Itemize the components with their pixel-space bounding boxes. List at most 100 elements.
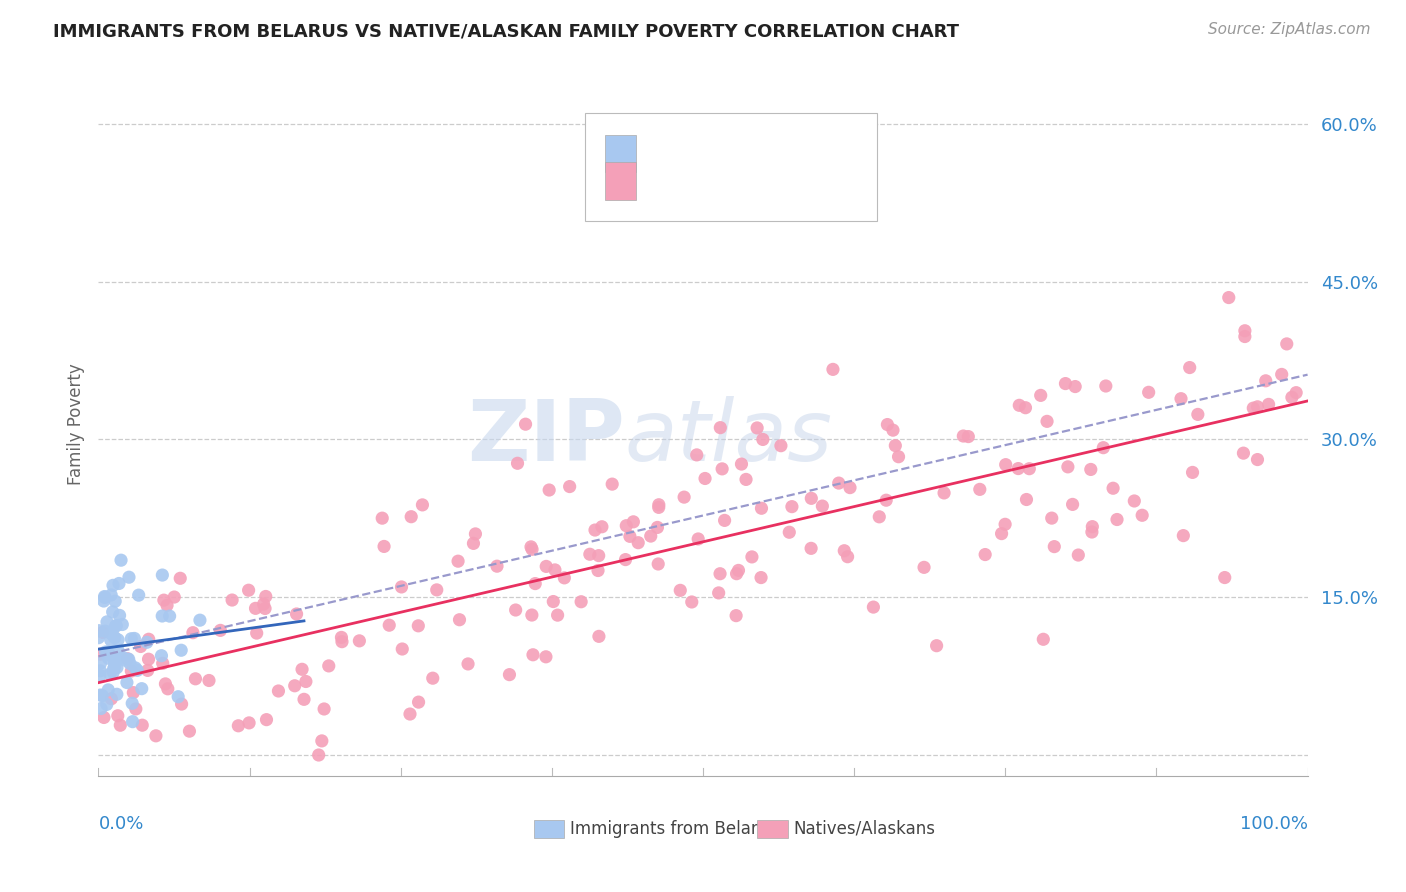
Point <box>1123 494 1146 508</box>
Point <box>1062 497 1084 511</box>
Point <box>408 695 430 709</box>
Point <box>188 613 211 627</box>
Point <box>153 593 176 607</box>
Point <box>558 479 581 493</box>
Point <box>800 541 823 556</box>
Point <box>553 571 575 585</box>
Point <box>422 671 444 685</box>
Point <box>245 601 267 615</box>
Point <box>1233 329 1256 343</box>
Text: Immigrants from Belarus: Immigrants from Belarus <box>569 820 778 838</box>
Point <box>828 476 851 491</box>
Point <box>228 719 250 733</box>
Point <box>179 724 201 739</box>
Point <box>90 657 112 671</box>
Point <box>588 629 610 643</box>
Point <box>103 655 125 669</box>
Point <box>751 501 773 516</box>
Point <box>135 635 157 649</box>
Point <box>990 526 1012 541</box>
Point <box>118 652 141 666</box>
Point <box>181 625 204 640</box>
Point <box>1173 528 1195 542</box>
Point <box>411 498 433 512</box>
Point <box>125 702 148 716</box>
Point <box>747 421 769 435</box>
Point <box>969 483 991 497</box>
Point <box>90 701 112 715</box>
Point <box>498 667 520 681</box>
Point <box>150 648 173 663</box>
Point <box>534 649 557 664</box>
Point <box>295 674 318 689</box>
Point <box>686 448 709 462</box>
Point <box>520 542 543 557</box>
Point <box>100 588 122 602</box>
Point <box>152 657 174 671</box>
Point <box>378 618 401 632</box>
Point <box>93 590 115 604</box>
Point <box>117 651 139 665</box>
Point <box>284 679 307 693</box>
Point <box>912 560 935 574</box>
Point <box>314 702 336 716</box>
Text: R =: R = <box>644 171 686 190</box>
Point <box>97 682 120 697</box>
Point <box>254 590 277 604</box>
Point <box>648 500 671 515</box>
Point <box>882 423 904 437</box>
Point <box>399 706 422 721</box>
Point <box>426 582 449 597</box>
Point <box>103 661 125 675</box>
Point <box>1275 337 1298 351</box>
Text: atlas: atlas <box>624 396 832 479</box>
Point <box>107 652 129 666</box>
Text: 100.0%: 100.0% <box>1240 814 1308 833</box>
Point <box>103 665 125 680</box>
Point <box>1232 446 1254 460</box>
Point <box>100 691 122 706</box>
Point <box>884 439 907 453</box>
Point <box>1057 459 1080 474</box>
Point <box>1014 401 1036 415</box>
Point <box>749 571 772 585</box>
Text: 66: 66 <box>769 144 800 163</box>
Point <box>725 566 748 581</box>
Point <box>811 499 834 513</box>
Point <box>91 689 114 703</box>
Point <box>1233 324 1256 338</box>
Point <box>170 697 193 711</box>
Point <box>103 660 125 674</box>
Point <box>330 631 353 645</box>
Point <box>591 520 613 534</box>
Point <box>974 548 997 562</box>
Point <box>449 613 471 627</box>
Point <box>1036 414 1059 428</box>
Point <box>150 568 173 582</box>
Point <box>104 619 127 633</box>
Point <box>138 632 160 647</box>
Point <box>780 500 803 514</box>
Point <box>463 536 485 550</box>
Point <box>1080 462 1102 476</box>
Point <box>1130 508 1153 523</box>
Point <box>121 696 143 710</box>
Point <box>1081 519 1104 533</box>
Point <box>127 663 149 677</box>
Point <box>107 644 129 658</box>
Point <box>100 633 122 648</box>
Text: N =: N = <box>737 171 780 190</box>
Point <box>124 661 146 675</box>
Point <box>464 527 486 541</box>
Point <box>108 576 131 591</box>
Point <box>681 595 703 609</box>
Point <box>107 632 129 647</box>
Text: Source: ZipAtlas.com: Source: ZipAtlas.com <box>1208 22 1371 37</box>
Point <box>120 632 142 646</box>
Point <box>256 713 278 727</box>
Point <box>862 600 884 615</box>
Point <box>876 417 898 432</box>
Text: 198: 198 <box>769 171 807 190</box>
Point <box>837 549 859 564</box>
Point <box>118 570 141 584</box>
